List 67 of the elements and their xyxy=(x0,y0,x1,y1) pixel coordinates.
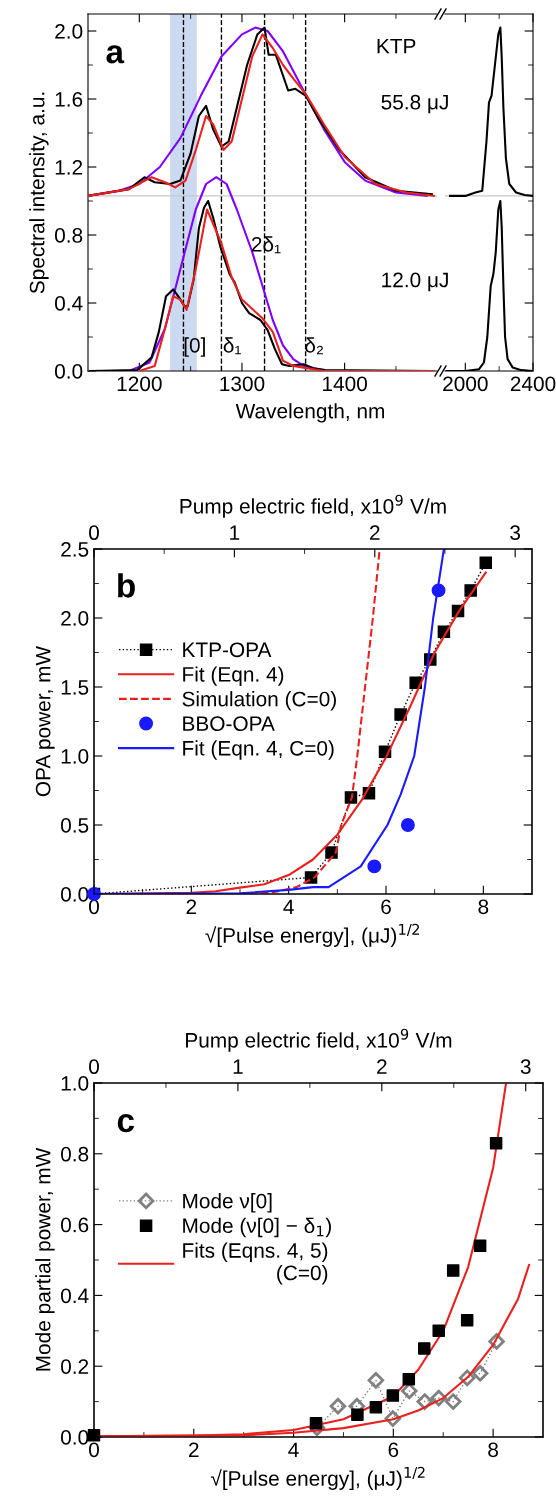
y-tick-label: 0.0 xyxy=(60,1430,89,1445)
text: a xyxy=(106,45,125,64)
legend-label: BBO-OPA xyxy=(183,716,275,732)
x-tick-label: 2400 xyxy=(510,376,556,392)
legend-label: Fit (Eqn. 4, C=0) xyxy=(183,740,334,760)
y-axis-title: OPA power, mW xyxy=(35,645,55,797)
y-tick-label: 0.8 xyxy=(60,1146,89,1162)
y-tick-label: 1.5 xyxy=(61,680,89,695)
x-axis-title: √[Pulse energy], (μJ)$^{1/2}$ xyxy=(210,1466,425,1490)
annotation: δ₁ xyxy=(223,337,241,355)
x2-tick-label: 0 xyxy=(89,525,99,541)
x-tick-label: 6 xyxy=(381,899,391,915)
x-tick-label: 8 xyxy=(478,899,489,915)
x-tick-label: 0 xyxy=(89,899,99,915)
y-tick-label: 0.4 xyxy=(60,1288,89,1304)
annotation: 12.0 μJ xyxy=(382,272,448,292)
y-tick-label: 0.0 xyxy=(54,364,83,379)
text: b xyxy=(118,573,135,598)
x-axis-title: √[Pulse energy], (μJ)$^{1/2}$ xyxy=(205,923,420,947)
x-tick-label: 2 xyxy=(186,899,197,914)
x2-tick-label: 3 xyxy=(520,1059,531,1075)
annotation: KTP xyxy=(377,38,416,54)
x2-tick-label: 1 xyxy=(233,1059,243,1074)
x2-tick-label: 0 xyxy=(89,1059,99,1075)
legend-label: Mode (ν[0] − δ$_{1}$) xyxy=(183,1217,331,1238)
y-tick-label: 2.5 xyxy=(61,542,89,557)
x2-tick-label: 3 xyxy=(510,525,521,541)
y-tick-label: 1.0 xyxy=(61,1076,89,1091)
x2-tick-label: 2 xyxy=(370,525,380,540)
x-tick-label: 2000 xyxy=(443,376,488,392)
y-axis-title: Mode partial power, mW xyxy=(35,1147,55,1371)
y-tick-label: 0.5 xyxy=(60,818,89,833)
y-axis-title: Spectral intensity, a.u. xyxy=(29,92,49,294)
x-tick-label: 2 xyxy=(189,1442,199,1457)
y-tick-label: 0.2 xyxy=(60,1359,89,1374)
annotation: 55.8 μJ xyxy=(381,94,448,114)
x-tick-label: 4 xyxy=(283,899,294,914)
annotation: δ₂ xyxy=(305,337,323,355)
y-tick-label: 2.0 xyxy=(61,611,89,626)
text: c xyxy=(117,1114,135,1133)
y-tick-label: 0.0 xyxy=(60,887,89,902)
legend-label: KTP-OPA xyxy=(183,642,272,658)
legend-label: Fit (Eqn. 4) xyxy=(183,666,284,686)
x-tick-label: 1400 xyxy=(323,376,367,392)
legend-label: Simulation (C=0) xyxy=(182,691,336,711)
y-tick-label: 1.6 xyxy=(55,92,83,107)
y-tick-label: 0.6 xyxy=(60,1217,89,1233)
x2-tick-label: 1 xyxy=(230,525,240,540)
x2-axis-title: Pump electric field, x10$^{9}$ V/m xyxy=(186,1028,452,1052)
x-tick-label: 1300 xyxy=(220,376,265,392)
y-tick-label: 1.2 xyxy=(55,160,83,175)
x-tick-label: 6 xyxy=(388,1442,399,1458)
x-tick-label: 1200 xyxy=(117,376,162,392)
annotation: 2δ₁ xyxy=(251,236,281,254)
y-tick-label: 0.8 xyxy=(54,228,83,243)
annotation: [0] xyxy=(184,337,205,357)
x-axis-title: Wavelength, nm xyxy=(235,403,385,423)
x-tick-label: 8 xyxy=(488,1442,498,1458)
legend-label: Fits (Eqns. 4, 5) (C=0) xyxy=(183,1242,328,1285)
y-tick-label: 2.0 xyxy=(55,24,83,39)
x-tick-label: 0 xyxy=(89,1442,99,1458)
y-tick-label: 0.4 xyxy=(54,296,83,311)
y-tick-label: 1.0 xyxy=(61,749,89,764)
x2-axis-title: Pump electric field, x10$^{9}$ V/m xyxy=(180,494,446,518)
x-tick-label: 4 xyxy=(288,1442,299,1457)
x2-tick-label: 2 xyxy=(377,1059,387,1074)
legend-label: Mode ν[0] xyxy=(183,1193,272,1213)
